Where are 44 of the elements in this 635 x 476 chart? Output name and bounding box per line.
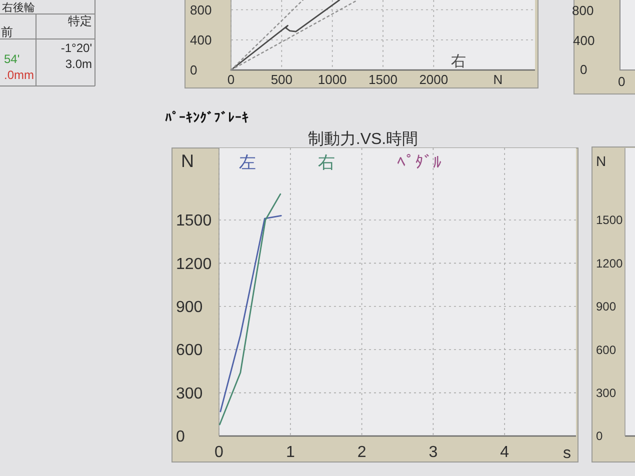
text: .0mm (4, 68, 34, 82)
y-axis-title: N (181, 151, 194, 171)
y-tick-label: 0 (596, 429, 603, 444)
y-axis-title: N (596, 153, 606, 169)
y-tick-label: 900 (176, 299, 203, 316)
y-tick-label: 600 (176, 342, 203, 360)
x-tick-label: 1500 (368, 72, 398, 87)
x-tick-label: 4 (500, 444, 510, 461)
text: 0 (580, 62, 588, 77)
text: 3.0m (65, 57, 92, 71)
legend-label: ﾍﾟﾀﾞﾙ (397, 153, 442, 172)
y-tick-label: 800 (190, 2, 212, 18)
text: 右後輪 (2, 2, 35, 14)
x-tick-label: 500 (270, 72, 293, 87)
y-tick-label: 400 (190, 32, 212, 48)
x-tick-label: 2 (357, 444, 366, 461)
chart-subtitle: 制動力.VS.時間 (308, 130, 418, 148)
x-tick-label: 0 (227, 72, 235, 87)
text: 400 (573, 33, 595, 48)
text: -1°20' (60, 41, 92, 55)
y-tick-label: 1200 (596, 256, 624, 270)
text: 前 (1, 25, 13, 39)
x-tick-label: 2000 (419, 72, 448, 87)
x-tick-label: 0 (214, 444, 224, 461)
x-axis-title: N (493, 72, 503, 87)
text: 800 (572, 3, 594, 18)
x-tick-label: 1 (286, 444, 295, 461)
text: 特定 (68, 14, 92, 28)
text: 右 (318, 153, 335, 172)
text: 右 (451, 53, 466, 70)
y-tick-label: 600 (596, 342, 616, 357)
chart-title: ﾊﾟｰｷﾝｸﾞﾌﾞﾚｰｷ (165, 110, 249, 125)
y-tick-label: 900 (596, 300, 616, 314)
y-tick-label: 1200 (176, 256, 212, 273)
text: 54' (4, 52, 20, 66)
x-axis-title: s (563, 445, 571, 462)
y-tick-label: 300 (176, 385, 203, 402)
y-tick-label: 300 (596, 386, 616, 400)
y-tick-label: 1500 (596, 213, 624, 228)
x-tick-label: 3 (428, 444, 438, 461)
text: 左 (239, 153, 256, 172)
y-tick-label: 0 (176, 428, 185, 446)
x-tick-label: 1000 (318, 72, 347, 87)
y-tick-label: 1500 (176, 212, 212, 230)
